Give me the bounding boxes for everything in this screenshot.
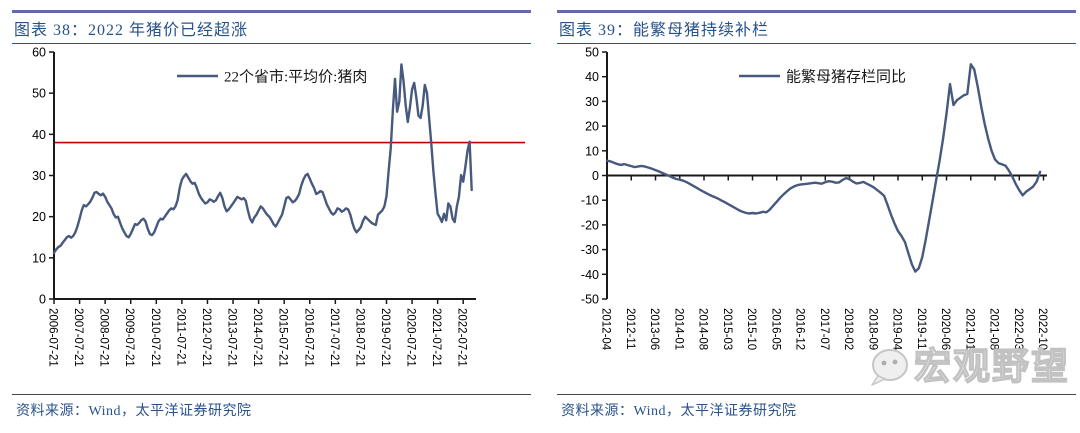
figure-38-source-note: 资料来源：Wind，太平洋证券研究院 (16, 404, 252, 419)
y-tick-label: -50 (581, 293, 599, 307)
title-underline (12, 43, 531, 44)
y-tick-label: 40 (585, 70, 599, 84)
title-underline (557, 43, 1076, 44)
x-tick-label: 2018-09 (866, 308, 878, 350)
sow-inventory-chart-area: -50 -40 -30 -20 -10 0 10 20 30 40 50 2012-04 2012-11… (557, 44, 1076, 394)
y-tick-label: 0 (39, 293, 46, 307)
y-tick-label: 20 (585, 120, 599, 134)
x-tick-label: 2012-07-21 (200, 308, 212, 367)
y-tick-label: 10 (32, 251, 46, 265)
legend-label: 能繁母猪存栏同比 (786, 69, 906, 86)
x-tick-label: 2022-10 (1036, 308, 1048, 350)
x-tick-label: 2014-08 (697, 308, 709, 350)
x-tick-label: 2018-07-21 (353, 308, 365, 367)
figure-38-title: 图表 38：2022 年猪价已经超涨 (14, 22, 249, 39)
x-axis: 2006-07-21 2007-07-21 2008-07-21 2009-07-21… (47, 298, 476, 367)
x-tick-label: 2014-07-21 (251, 308, 263, 367)
x-tick-label: 2020-07-21 (405, 308, 417, 367)
panel-figure-39: 图表 39：能繁母猪持续补栏 -50 -40 -30 -20 -10 0 10 20 30 40 5… (557, 10, 1076, 420)
legend-label: 22个省市:平均价:猪肉 (224, 69, 367, 86)
source-divider (557, 394, 1076, 395)
y-tick-label: 30 (32, 169, 46, 183)
x-tick-label: 2016-12 (794, 308, 806, 350)
y-tick-label: 0 (592, 169, 599, 183)
y-tick-label: -40 (581, 268, 599, 282)
pork-price-line-chart: 0 10 20 30 40 50 60 2006-07-21 2007-07-21 2008-07… (32, 46, 525, 367)
x-tick-label: 2009-07-21 (123, 308, 135, 367)
y-tick-label: -30 (581, 243, 599, 257)
y-tick-label: 50 (585, 46, 599, 60)
x-tick-label: 2016-05 (769, 308, 781, 350)
source-divider (12, 394, 531, 395)
y-tick-label: 10 (585, 144, 599, 158)
y-axis: -50 -40 -30 -20 -10 0 10 20 30 40 50 (581, 46, 608, 307)
series-line (52, 63, 473, 255)
x-tick-label: 2013-06 (648, 308, 660, 350)
y-tick-label: -20 (581, 218, 599, 232)
figure-39-source-note: 资料来源：Wind，太平洋证券研究院 (561, 404, 797, 419)
x-tick-label: 2022-03 (1012, 308, 1024, 350)
report-figures-row: 图表 38：2022 年猪价已经超涨 0 10 20 30 40 50 60 2006-07-… (12, 10, 1076, 420)
series-line (605, 63, 1042, 273)
legend: 22个省市:平均价:猪肉 (177, 69, 367, 86)
x-tick-label: 2012-11 (624, 308, 636, 349)
x-tick-label: 2006-07-21 (47, 308, 59, 367)
x-tick-label: 2019-07-21 (379, 308, 391, 367)
x-tick-label: 2020-06 (939, 308, 951, 350)
panel-top-rule (12, 10, 531, 13)
y-tick-label: -10 (581, 194, 599, 208)
x-tick-label: 2017-07 (818, 308, 830, 350)
x-tick-label: 2022-07-21 (456, 308, 468, 367)
x-tick-label: 2014-01 (672, 308, 684, 350)
legend: 能繁母猪存栏同比 (739, 69, 906, 86)
y-tick-label: 40 (32, 128, 46, 142)
x-tick-label: 2017-07-21 (328, 308, 340, 367)
pork-price-chart-area: 0 10 20 30 40 50 60 2006-07-21 2007-07-21 2008-07… (12, 44, 531, 394)
x-tick-label: 2010-07-21 (149, 308, 161, 367)
x-tick-label: 2008-07-21 (98, 308, 110, 367)
panel-figure-38: 图表 38：2022 年猪价已经超涨 0 10 20 30 40 50 60 2006-07-… (12, 10, 531, 420)
x-tick-label: 2019-04 (891, 308, 903, 351)
y-tick-label: 20 (32, 210, 46, 224)
x-tick-label: 2015-10 (745, 308, 757, 350)
x-tick-label: 2012-04 (600, 308, 612, 351)
x-tick-label: 2021-01 (963, 308, 975, 350)
x-tick-label: 2007-07-21 (72, 308, 84, 367)
x-axis: 2012-04 2012-11 2013-06 2014-01 2014-08 2015-… (600, 174, 1048, 351)
figure-39-title: 图表 39：能繁母猪持续补栏 (559, 22, 770, 39)
x-tick-label: 2021-07-21 (430, 308, 442, 367)
x-tick-label: 2013-07-21 (226, 308, 238, 367)
y-tick-label: 60 (32, 46, 46, 60)
x-tick-label: 2016-07-21 (302, 308, 314, 367)
x-tick-label: 2011-07-21 (174, 308, 186, 366)
sow-inventory-line-chart: -50 -40 -30 -20 -10 0 10 20 30 40 50 2012-04 2012-11… (581, 46, 1048, 351)
y-axis: 0 10 20 30 40 50 60 (32, 46, 55, 307)
x-tick-label: 2018-02 (842, 308, 854, 350)
x-tick-label: 2021-08 (988, 308, 1000, 350)
x-tick-label: 2015-07-21 (277, 308, 289, 367)
y-tick-label: 30 (585, 95, 599, 109)
x-tick-label: 2015-03 (721, 308, 733, 350)
panel-top-rule (557, 10, 1076, 13)
x-tick-label: 2019-11 (915, 308, 927, 349)
y-tick-label: 50 (32, 87, 46, 101)
